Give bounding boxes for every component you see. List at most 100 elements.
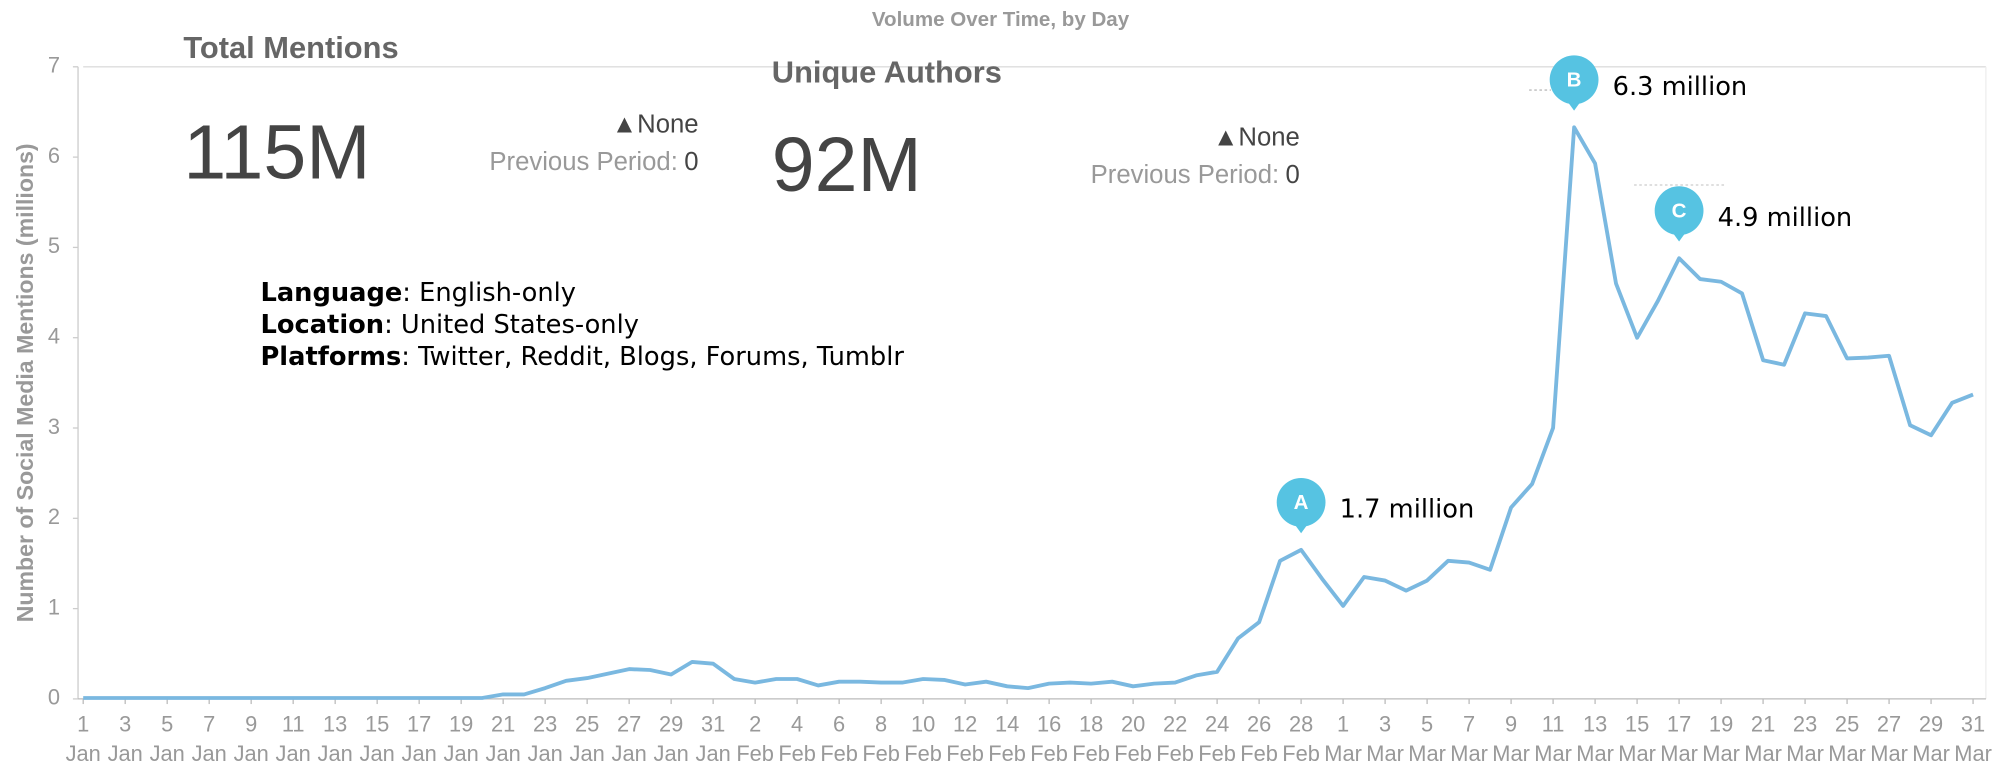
x-tick-label: Feb <box>1282 741 1320 766</box>
x-tick-label: Mar <box>1870 741 1908 766</box>
kpi-value: 92M <box>772 122 922 208</box>
x-tick-label: Feb <box>820 741 858 766</box>
x-tick-label: 18 <box>1079 712 1103 737</box>
x-tick-label: Jan <box>402 741 437 766</box>
x-tick-label: Mar <box>1534 741 1572 766</box>
x-tick-label: 26 <box>1247 712 1271 737</box>
chart-title: Volume Over Time, by Day <box>872 8 1130 31</box>
x-tick-label: 29 <box>1919 712 1943 737</box>
x-tick-label: Jan <box>486 741 521 766</box>
x-tick-label: 10 <box>911 712 935 737</box>
x-tick-label: Jan <box>150 741 185 766</box>
y-tick-label: 5 <box>48 233 60 258</box>
x-tick-label: Feb <box>1072 741 1110 766</box>
filter-note: Platforms: Twitter, Reddit, Blogs, Forum… <box>260 342 904 372</box>
x-tick-label: 12 <box>953 712 977 737</box>
x-tick-label: Mar <box>1660 741 1698 766</box>
kpi-previous-label: Previous Period: <box>1091 161 1279 189</box>
y-tick-label: 1 <box>48 594 60 619</box>
x-tick-label: Feb <box>946 741 984 766</box>
x-tick-label: 3 <box>119 712 131 737</box>
annotation-label: 4.9 million <box>1718 203 1853 233</box>
x-tick-label: 22 <box>1163 712 1187 737</box>
x-tick-label: 1 <box>1337 712 1349 737</box>
x-tick-label: Feb <box>988 741 1026 766</box>
x-tick-label: Jan <box>234 741 269 766</box>
filter-note: Location: United States-only <box>260 310 638 340</box>
kpi-previous-value: 0 <box>684 148 698 176</box>
x-tick-label: Jan <box>192 741 227 766</box>
x-tick-label: 3 <box>1379 712 1391 737</box>
x-tick-label: 21 <box>1751 712 1775 737</box>
x-tick-label: Mar <box>1828 741 1866 766</box>
annotation-marker: A <box>1294 491 1309 514</box>
line <box>83 125 1974 700</box>
y-tick-label: 0 <box>48 685 60 710</box>
x-tick-label: 11 <box>282 712 305 737</box>
x-tick-label: Mar <box>1786 741 1824 766</box>
x-tick-label: 8 <box>875 712 887 737</box>
x-tick-label: 19 <box>449 712 473 737</box>
kpi-previous: Previous Period: 0 <box>1091 161 1300 189</box>
filter-key: Platforms <box>260 342 401 372</box>
y-tick-label: 6 <box>48 143 60 168</box>
x-tick-label: Feb <box>1156 741 1194 766</box>
x-tick-label: Feb <box>778 741 816 766</box>
x-tick-label: Mar <box>1492 741 1530 766</box>
x-tick-label: 29 <box>659 712 683 737</box>
annotation-pin <box>1654 186 1704 236</box>
x-tick-label: 27 <box>617 712 641 737</box>
x-tick-label: Jan <box>360 741 395 766</box>
x-tick-label: 13 <box>323 712 347 737</box>
x-tick-label: Jan <box>318 741 353 766</box>
x-tick-label: Mar <box>1408 741 1446 766</box>
x-tick-label: Jan <box>612 741 647 766</box>
y-tick-label: 7 <box>48 53 60 78</box>
x-tick-label: 7 <box>1463 712 1475 737</box>
x-tick-label: 21 <box>491 712 515 737</box>
x-tick-label: Jan <box>570 741 605 766</box>
x-tick-label: 17 <box>407 712 431 737</box>
x-tick-label: 4 <box>791 712 803 737</box>
x-tick-label: Jan <box>66 741 101 766</box>
annotation-pin <box>1276 477 1326 527</box>
x-tick-label: 9 <box>245 712 257 737</box>
kpi-previous: Previous Period: 0 <box>489 148 698 176</box>
x-tick-label: Feb <box>736 741 774 766</box>
x-tick-label: 16 <box>1037 712 1061 737</box>
kpi-previous-label: Previous Period: <box>489 148 677 176</box>
x-tick-label: 23 <box>533 712 557 737</box>
x-tick-label: Mar <box>1324 741 1362 766</box>
x-tick-label: Jan <box>444 741 479 766</box>
filter-key: Location <box>260 310 384 340</box>
x-tick-label: 20 <box>1121 712 1145 737</box>
x-tick-label: 6 <box>833 712 845 737</box>
x-tick-label: 31 <box>701 712 725 737</box>
x-tick-label: 14 <box>995 712 1019 737</box>
x-tick-label: 17 <box>1667 712 1691 737</box>
y-tick-label: 2 <box>48 504 60 529</box>
x-tick-label: Mar <box>1576 741 1614 766</box>
x-tick-label: Mar <box>1954 741 1992 766</box>
filter-text: : United States-only <box>384 310 639 340</box>
y-axis-label: Number of Social Media Mentions (million… <box>12 143 38 622</box>
x-tick-label: 2 <box>749 712 761 737</box>
x-tick-label: Mar <box>1744 741 1782 766</box>
x-tick-label: Feb <box>904 741 942 766</box>
x-tick-label: 9 <box>1505 712 1517 737</box>
x-tick-label: 7 <box>203 712 215 737</box>
x-tick-label: Mar <box>1618 741 1656 766</box>
x-tick-label: 5 <box>161 712 173 737</box>
x-tick-label: Mar <box>1366 741 1404 766</box>
x-tick-label: Feb <box>1198 741 1236 766</box>
x-tick-label: 15 <box>1625 712 1649 737</box>
x-tick-label: Jan <box>696 741 731 766</box>
x-tick-label: 25 <box>1835 712 1859 737</box>
x-tick-label: Mar <box>1450 741 1488 766</box>
y-tick-label: 4 <box>48 323 60 348</box>
kpi-change: ▲None <box>612 111 699 139</box>
filter-note: Language: English-only <box>260 277 575 307</box>
x-tick-label: 19 <box>1709 712 1733 737</box>
kpi-value: 115M <box>183 109 370 195</box>
